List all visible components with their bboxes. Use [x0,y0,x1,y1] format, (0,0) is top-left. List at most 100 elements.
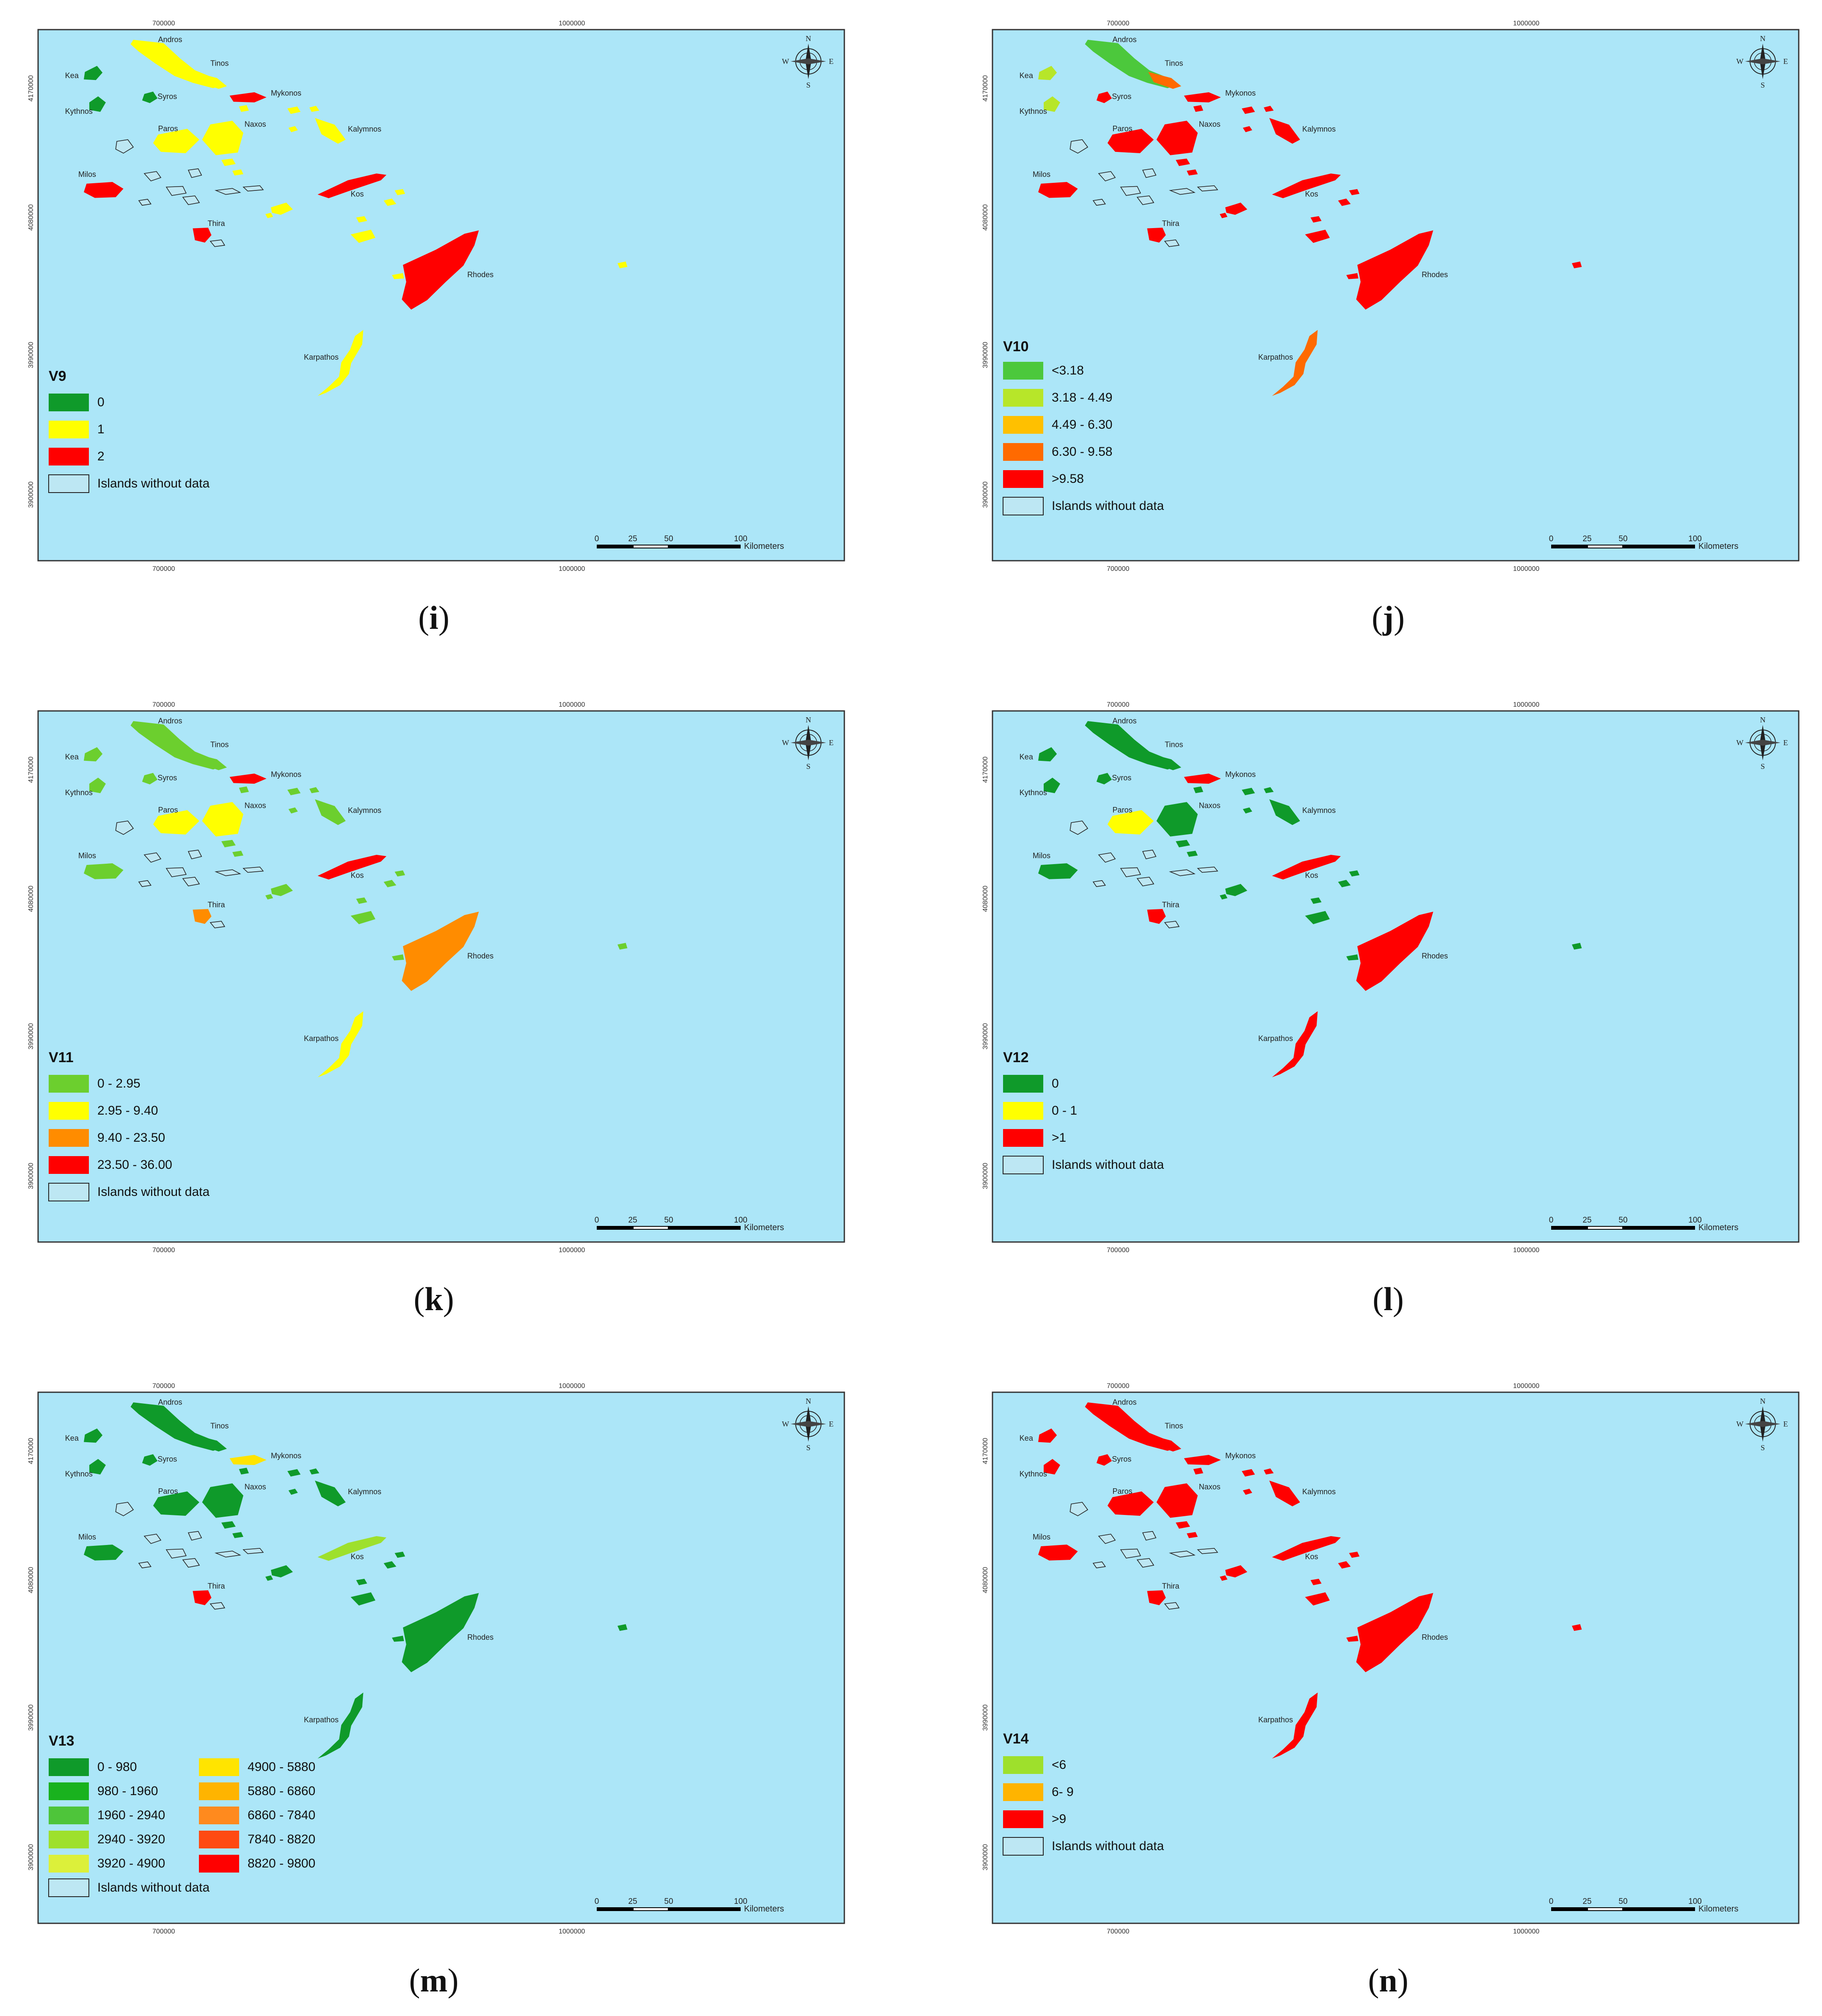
island-label-kos: Kos [351,1552,364,1561]
island-no-data [210,921,225,928]
scale-bar [1551,1907,1695,1911]
legend-title: V12 [1003,1049,1029,1066]
compass-rose-icon [1745,725,1781,760]
island-label-kythnos: Kythnos [1020,1470,1047,1478]
island-no-data [1198,867,1218,873]
island-label-andros: Andros [158,717,182,725]
island-label-kea: Kea [1020,752,1034,761]
legend-swatch [1003,416,1043,434]
small-island [221,1521,236,1529]
islands-layer [84,1402,628,1759]
island-label-andros: Andros [158,36,182,44]
small-island [350,229,375,243]
small-island [288,1489,298,1495]
small-island [1338,198,1351,206]
compass-e: E [829,1420,834,1428]
map-legend [1003,1756,1044,1856]
island-label-kalymnos: Kalymnos [1302,1487,1336,1496]
island-label-rhodes: Rhodes [467,1633,493,1641]
island-mykonos [229,1455,267,1465]
small-island [1225,1565,1247,1578]
legend-label: 6860 - 7840 [248,1808,315,1822]
legend-swatch [49,1855,89,1873]
island-kea [84,1428,103,1443]
island-label-andros: Andros [1113,717,1137,725]
island-no-data [166,868,186,877]
scale-label-25: 25 [628,534,637,543]
legend-title: V9 [49,368,66,384]
island-no-data [1093,1562,1105,1568]
scale-label-0: 0 [1549,1216,1554,1225]
island-karpathos [317,1011,364,1077]
compass-n: N [1760,1397,1766,1405]
legend-label: 4.49 - 6.30 [1052,418,1112,432]
legend-swatch [1003,1075,1043,1093]
legend-swatch [1003,497,1044,515]
island-label-rhodes: Rhodes [1422,952,1448,960]
islands-layer [84,40,628,396]
island-label-kea: Kea [65,71,79,80]
legend-label: 9.40 - 23.50 [97,1131,165,1145]
coord-top-left: 700000 [152,1383,175,1390]
scale-bar [597,545,741,548]
island-karpathos [1272,1011,1318,1077]
scale-label-100: 100 [1688,1897,1702,1906]
compass-w: W [1737,738,1744,747]
scale-label-100: 100 [734,534,747,543]
coord-left-3: 3900000 [982,1163,989,1189]
legend-label: 4900 - 5880 [248,1760,315,1774]
coord-top-left: 700000 [152,20,175,27]
islands-layer [1038,1402,1582,1759]
coord-bottom-right: 1000000 [559,1247,585,1254]
legend-label: 3920 - 4900 [97,1856,165,1870]
island-kythnos [89,777,106,793]
island-label-kalymnos: Kalymnos [1302,806,1336,815]
scale-unit: Kilometers [1698,542,1738,551]
island-karpathos [317,1692,364,1759]
island-thira [1147,1590,1166,1606]
island-label-kythnos: Kythnos [1020,788,1047,797]
sea-background [992,710,1800,1243]
scale-label-25: 25 [628,1216,637,1225]
legend-swatch [1003,1129,1043,1147]
island-kos [317,855,386,880]
island-label-kea: Kea [65,752,79,761]
island-paros [153,129,199,153]
island-no-data [144,171,161,181]
scale-label-0: 0 [1549,534,1554,543]
legend-label: Islands without data [1052,1158,1164,1172]
legend-title: V10 [1003,339,1029,355]
island-syros [142,1454,158,1466]
small-island [239,1468,249,1475]
legend-swatch [49,1075,89,1093]
island-kea [1038,66,1057,80]
island-no-data [1198,1548,1218,1554]
small-island [271,1565,293,1578]
legend-title: V11 [49,1049,74,1066]
island-no-data [1070,1502,1088,1516]
map-legend [1003,1075,1044,1174]
coord-left-1: 4080000 [982,1567,989,1593]
island-no-data [210,1603,225,1609]
legend-label: 0 - 980 [97,1760,137,1774]
small-island [309,106,320,112]
island-label-mykonos: Mykonos [271,770,301,779]
island-tinos [1148,72,1181,89]
sea-background [37,29,845,562]
coord-left-3: 3900000 [28,482,35,508]
island-label-karpathos: Karpathos [1258,353,1293,361]
legend-label: 1 [97,422,105,436]
compass-e: E [1783,738,1788,747]
panel-caption: (l) [1373,1281,1404,1317]
island-label-naxos: Naxos [245,1483,266,1491]
scale-label-50: 50 [1618,534,1627,543]
island-kea [1038,747,1057,762]
coord-left-1: 4080000 [982,886,989,912]
island-label-milos: Milos [78,170,96,179]
coord-left-3: 3900000 [982,482,989,508]
island-label-milos: Milos [1033,170,1050,179]
small-island [617,1624,628,1631]
small-island [617,262,628,268]
scale-unit: Kilometers [1698,1223,1738,1232]
island-label-thira: Thira [1162,901,1180,909]
